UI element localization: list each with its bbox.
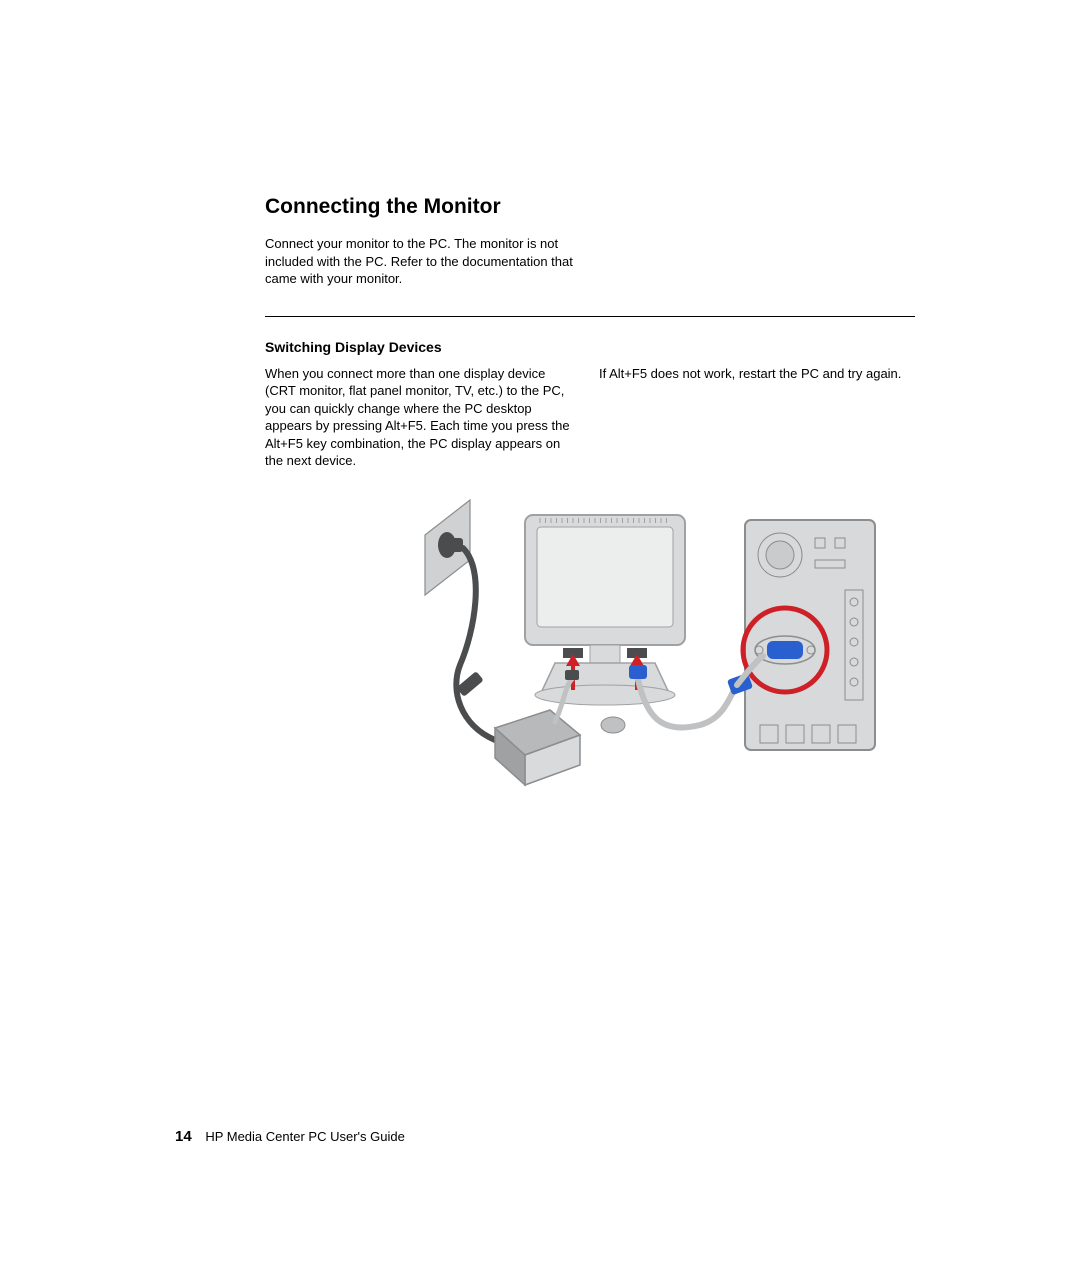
section-heading: Switching Display Devices: [265, 339, 915, 355]
page-footer: 14 HP Media Center PC User's Guide: [175, 1128, 405, 1145]
section-divider: [265, 316, 915, 317]
right-column-text: If Alt+F5 does not work, restart the PC …: [599, 365, 909, 470]
page-heading: Connecting the Monitor: [265, 195, 915, 219]
page-number: 14: [175, 1128, 192, 1145]
two-column-body: When you connect more than one display d…: [265, 365, 915, 470]
footer-title: HP Media Center PC User's Guide: [205, 1129, 405, 1144]
left-column-text: When you connect more than one display d…: [265, 365, 575, 470]
connection-diagram: [405, 490, 915, 825]
intro-paragraph: Connect your monitor to the PC. The moni…: [265, 235, 575, 288]
